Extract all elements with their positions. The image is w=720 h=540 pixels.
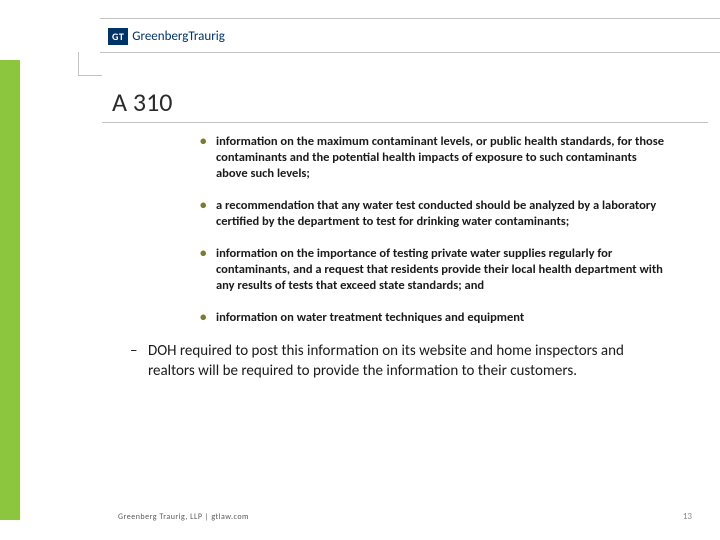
dash-paragraph: DOH required to post this information on… xyxy=(130,342,670,381)
page-number: 13 xyxy=(683,511,692,522)
page-title: A 310 xyxy=(112,86,172,118)
logo-badge: GT xyxy=(108,28,128,45)
footer-text: Greenberg Traurig, LLP | gtlaw.com xyxy=(118,512,249,522)
brand-logo: GT GreenbergTraurig xyxy=(108,28,225,45)
logo-name-bold: Greenberg xyxy=(132,29,188,44)
left-accent-bar xyxy=(0,60,20,520)
corner-decoration xyxy=(78,52,102,76)
bullet-item: a recommendation that any water test con… xyxy=(200,198,670,230)
bullet-item: information on water treatment technique… xyxy=(200,310,670,326)
bullet-list: information on the maximum contaminant l… xyxy=(200,134,670,326)
top-divider xyxy=(100,18,720,19)
bullet-item: information on the importance of testing… xyxy=(200,246,670,294)
slide-content: information on the maximum contaminant l… xyxy=(130,134,670,381)
title-underline xyxy=(102,122,708,123)
logo-name-light: Traurig xyxy=(188,29,225,44)
header-divider xyxy=(100,52,720,53)
bullet-item: information on the maximum contaminant l… xyxy=(200,134,670,182)
logo-text: GreenbergTraurig xyxy=(132,29,225,44)
